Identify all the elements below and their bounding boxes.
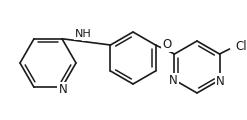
Text: N: N — [216, 75, 225, 87]
Text: N: N — [59, 83, 67, 96]
Text: O: O — [162, 38, 172, 51]
Text: N: N — [169, 75, 178, 87]
Text: H: H — [83, 30, 91, 40]
Text: NH: NH — [75, 29, 92, 39]
Text: Cl: Cl — [236, 39, 247, 53]
